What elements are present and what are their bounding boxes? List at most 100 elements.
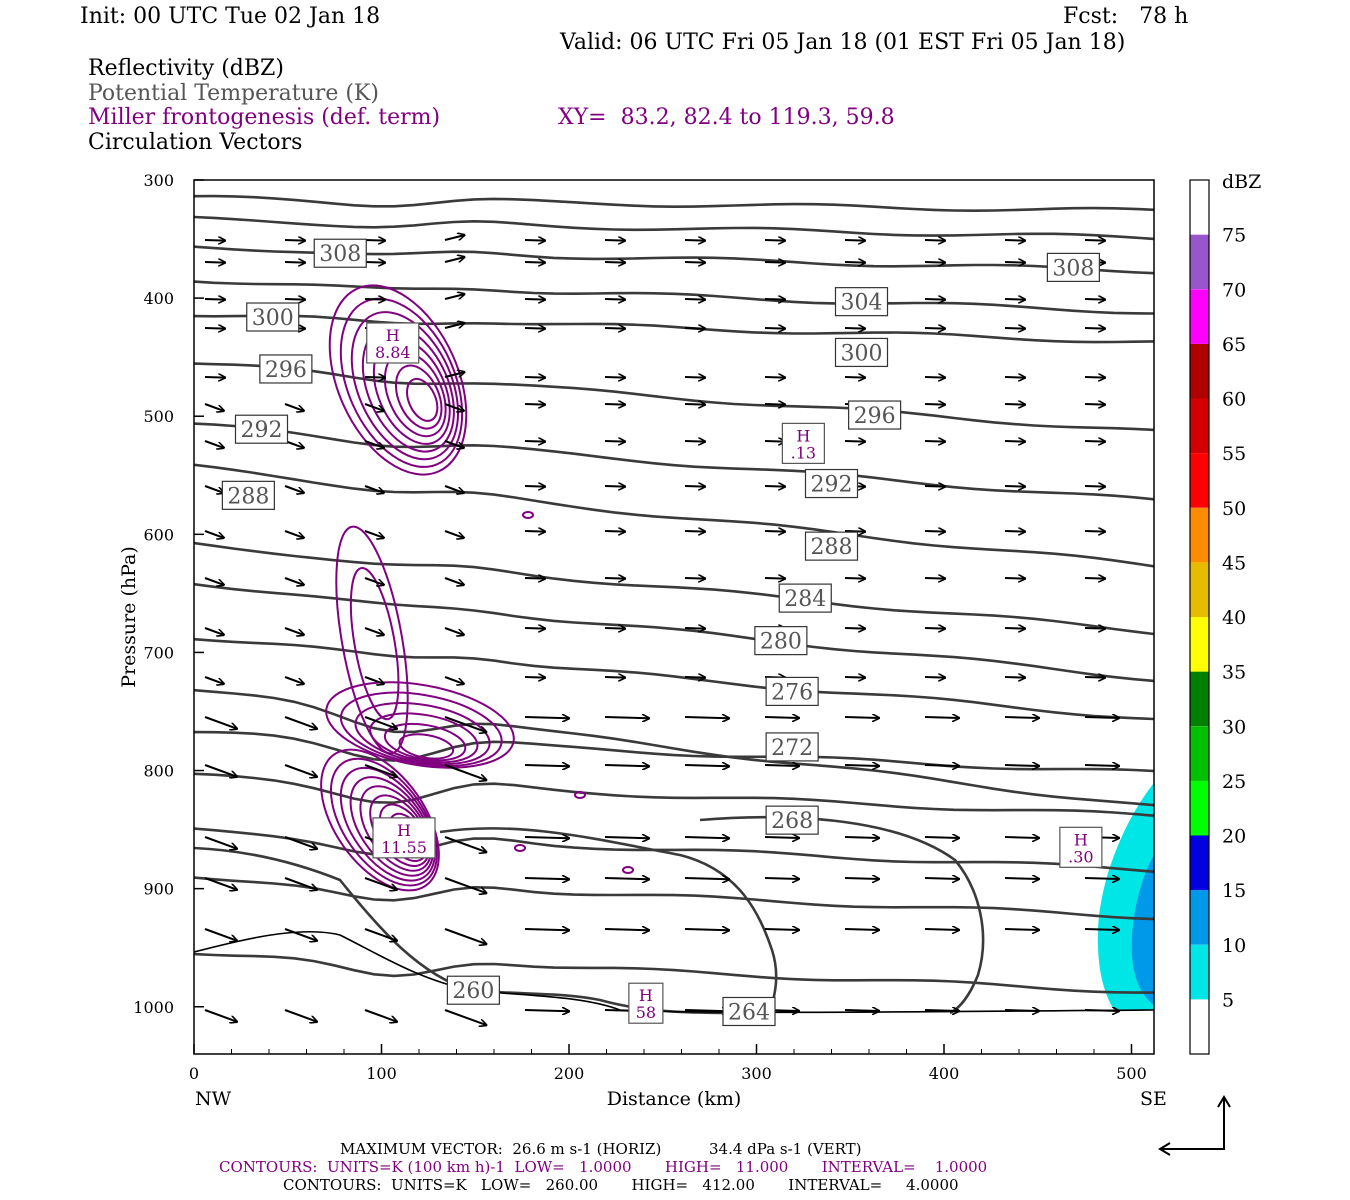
colorbar-unit: dBZ <box>1222 171 1261 193</box>
circulation-vector <box>1084 717 1119 718</box>
colorbar-swatch <box>1190 453 1209 508</box>
colorbar-label: 75 <box>1222 225 1246 247</box>
circulation-vector <box>284 928 317 941</box>
circulation-vector <box>684 404 705 405</box>
frontogenesis-contour <box>329 757 438 887</box>
circulation-vector <box>604 441 625 442</box>
theta-label: 304 <box>834 287 889 317</box>
y-tick-label: 500 <box>143 407 174 426</box>
circulation-vector <box>764 765 799 766</box>
circulation-vector <box>1084 929 1119 930</box>
contours-theta-note: CONTOURS: UNITS=K LOW= 260.00 HIGH= 412.… <box>283 1176 959 1194</box>
circulation-vector <box>844 240 865 241</box>
theta-label: 280 <box>754 626 808 656</box>
x-tick-label: 400 <box>929 1064 960 1083</box>
circulation-vector <box>604 404 625 405</box>
circulation-vector <box>604 377 625 378</box>
y-tick-label: 300 <box>143 171 174 190</box>
colorbar-swatch <box>1190 780 1209 836</box>
circulation-vector <box>844 328 865 329</box>
circulation-vector <box>764 878 799 879</box>
circulation-vector <box>604 878 649 879</box>
circulation-vector <box>284 716 317 729</box>
circulation-vector <box>524 765 569 766</box>
circulation-vector <box>284 403 304 411</box>
circulation-vector <box>364 530 384 538</box>
circulation-vector <box>204 377 225 378</box>
circulation-vector <box>684 240 705 241</box>
terrain-line <box>194 930 1154 1014</box>
circulation-vector <box>764 929 799 930</box>
x-axis-label: Distance (km) <box>607 1088 742 1110</box>
circulation-vector <box>204 627 224 635</box>
colorbar-label: 55 <box>1222 443 1246 465</box>
circulation-vector <box>364 440 384 448</box>
colorbar-swatch <box>1190 343 1209 399</box>
circulation-vector <box>524 262 545 263</box>
circulation-vector <box>764 299 785 300</box>
colorbar-label: 40 <box>1222 607 1246 629</box>
forecast-hour: Fcst: 78 h <box>1063 4 1189 29</box>
circulation-vector <box>1084 299 1105 300</box>
theta-contour <box>194 215 1154 241</box>
circulation-vector <box>684 578 705 579</box>
theta-contour <box>194 541 1154 636</box>
circulation-vector <box>444 530 464 538</box>
circulation-vector <box>684 328 705 329</box>
colorbar-label: 25 <box>1222 771 1246 793</box>
circulation-vector <box>604 765 649 766</box>
circulation-vector <box>604 929 649 930</box>
colorbar-swatch <box>1190 180 1209 235</box>
circulation-vector <box>1084 628 1105 629</box>
circulation-vector <box>364 928 397 941</box>
svg-text:H: H <box>639 986 653 1005</box>
circulation-vector <box>924 377 945 378</box>
frontogenesis-contour <box>335 525 409 755</box>
circulation-vector <box>684 765 729 766</box>
circulation-vector <box>924 677 945 678</box>
circulation-vector <box>1004 240 1025 241</box>
circulation-vector <box>364 577 384 585</box>
circulation-vector <box>604 628 625 629</box>
theta-contour <box>194 730 1154 773</box>
circulation-vector <box>444 403 464 411</box>
circulation-vector <box>1004 717 1039 718</box>
circulation-vector <box>284 836 317 849</box>
circulation-vector <box>844 929 879 930</box>
colorbar-swatch <box>1190 562 1209 617</box>
x-tick-label: 200 <box>554 1064 585 1083</box>
circulation-vector <box>204 577 224 585</box>
circulation-vector <box>524 878 569 879</box>
frontogenesis-contour <box>398 733 455 760</box>
circulation-vector <box>844 628 865 629</box>
circulation-vector <box>764 486 785 487</box>
circulation-vector <box>364 485 384 493</box>
circulation-vector <box>444 877 486 893</box>
theta-contour <box>194 280 1154 315</box>
theta-label: 300 <box>834 337 889 368</box>
colorbar-swatch <box>1190 289 1209 344</box>
frontogenesis-contour <box>349 566 400 721</box>
theta-contour <box>194 314 1154 344</box>
y-tick-label: 400 <box>143 289 174 308</box>
colorbar-label: 10 <box>1222 935 1246 957</box>
circulation-vector <box>1084 441 1105 442</box>
frontogenesis-max-label: H11.55 <box>372 817 436 859</box>
circulation-vector <box>684 299 705 300</box>
circulation-vector <box>284 262 305 263</box>
circulation-vector <box>924 878 959 879</box>
circulation-vector <box>444 836 486 852</box>
circulation-vector <box>684 531 705 532</box>
theta-contour <box>194 422 1154 501</box>
frontogenesis-contour-small <box>622 866 634 874</box>
colorbar-label: 45 <box>1222 552 1246 574</box>
circulation-vector <box>684 377 705 378</box>
circulation-vector <box>924 1010 959 1011</box>
theta-contour <box>194 952 1154 994</box>
theta-label: 268 <box>765 805 819 835</box>
circulation-vector <box>684 262 705 263</box>
svg-text:H: H <box>796 426 810 445</box>
circulation-vector <box>604 578 625 579</box>
circulation-vector <box>764 837 799 838</box>
circulation-vector <box>684 929 729 930</box>
